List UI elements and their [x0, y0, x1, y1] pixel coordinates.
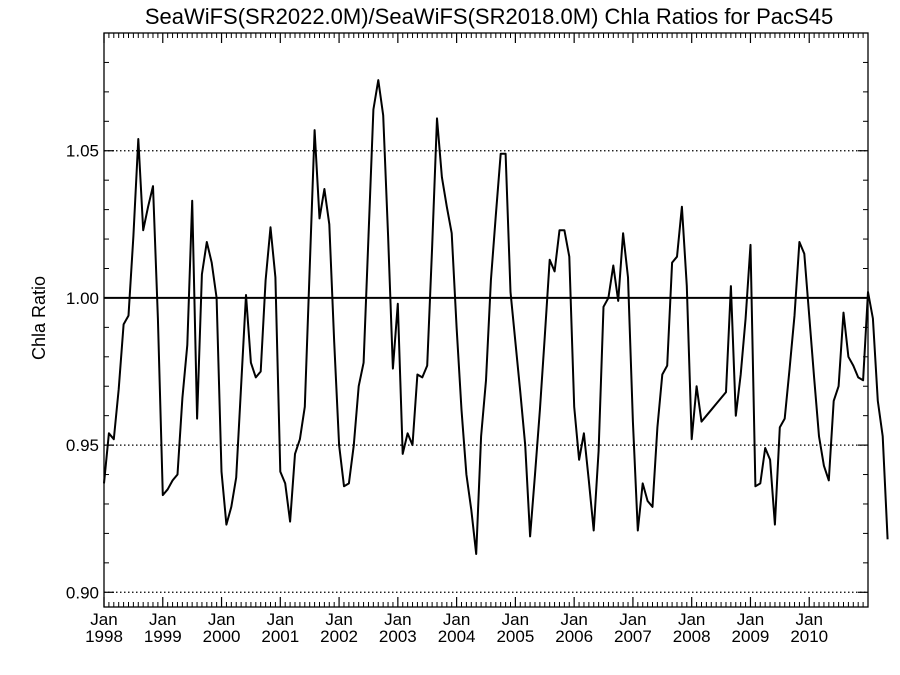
x-tick-month-label: Jan [502, 610, 529, 629]
x-tick-month-label: Jan [443, 610, 470, 629]
y-tick-label: 1.05 [66, 142, 99, 161]
x-tick-month-label: Jan [325, 610, 352, 629]
x-tick-year-label: 2007 [614, 627, 652, 646]
x-tick-year-label: 2001 [261, 627, 299, 646]
x-tick-year-label: 2003 [379, 627, 417, 646]
x-tick-month-label: Jan [796, 610, 823, 629]
x-tick-month-label: Jan [90, 610, 117, 629]
x-tick-year-label: 2009 [732, 627, 770, 646]
x-tick-year-label: 1999 [144, 627, 182, 646]
x-tick-month-label: Jan [149, 610, 176, 629]
x-tick-month-label: Jan [737, 610, 764, 629]
x-tick-month-label: Jan [384, 610, 411, 629]
x-tick-month-label: Jan [678, 610, 705, 629]
x-tick-year-label: 2002 [320, 627, 358, 646]
x-tick-month-label: Jan [619, 610, 646, 629]
x-axis-ticks: Jan1998Jan1999Jan2000Jan2001Jan2002Jan20… [85, 33, 864, 646]
y-tick-label: 0.90 [66, 583, 99, 602]
x-tick-year-label: 2000 [203, 627, 241, 646]
y-tick-label: 0.95 [66, 436, 99, 455]
y-axis-ticks: 0.90 0.95 1.00 1.05 [66, 61, 868, 602]
grid-lines [104, 150, 868, 593]
x-tick-year-label: 2004 [438, 627, 476, 646]
x-tick-month-label: Jan [208, 610, 235, 629]
x-tick-year-label: 2006 [555, 627, 593, 646]
chart-title: SeaWiFS(SR2022.0M)/SeaWiFS(SR2018.0M) Ch… [145, 4, 833, 29]
x-tick-year-label: 2008 [673, 627, 711, 646]
plot-frame [103, 32, 869, 608]
series-line [103, 79, 889, 555]
y-tick-label: 1.00 [66, 289, 99, 308]
x-tick-month-label: Jan [267, 610, 294, 629]
y-axis-label: Chla Ratio [29, 276, 49, 360]
x-tick-month-label: Jan [560, 610, 587, 629]
x-tick-year-label: 2010 [790, 627, 828, 646]
series-group [103, 79, 889, 555]
x-tick-year-label: 1998 [85, 627, 123, 646]
x-tick-year-label: 2005 [496, 627, 534, 646]
